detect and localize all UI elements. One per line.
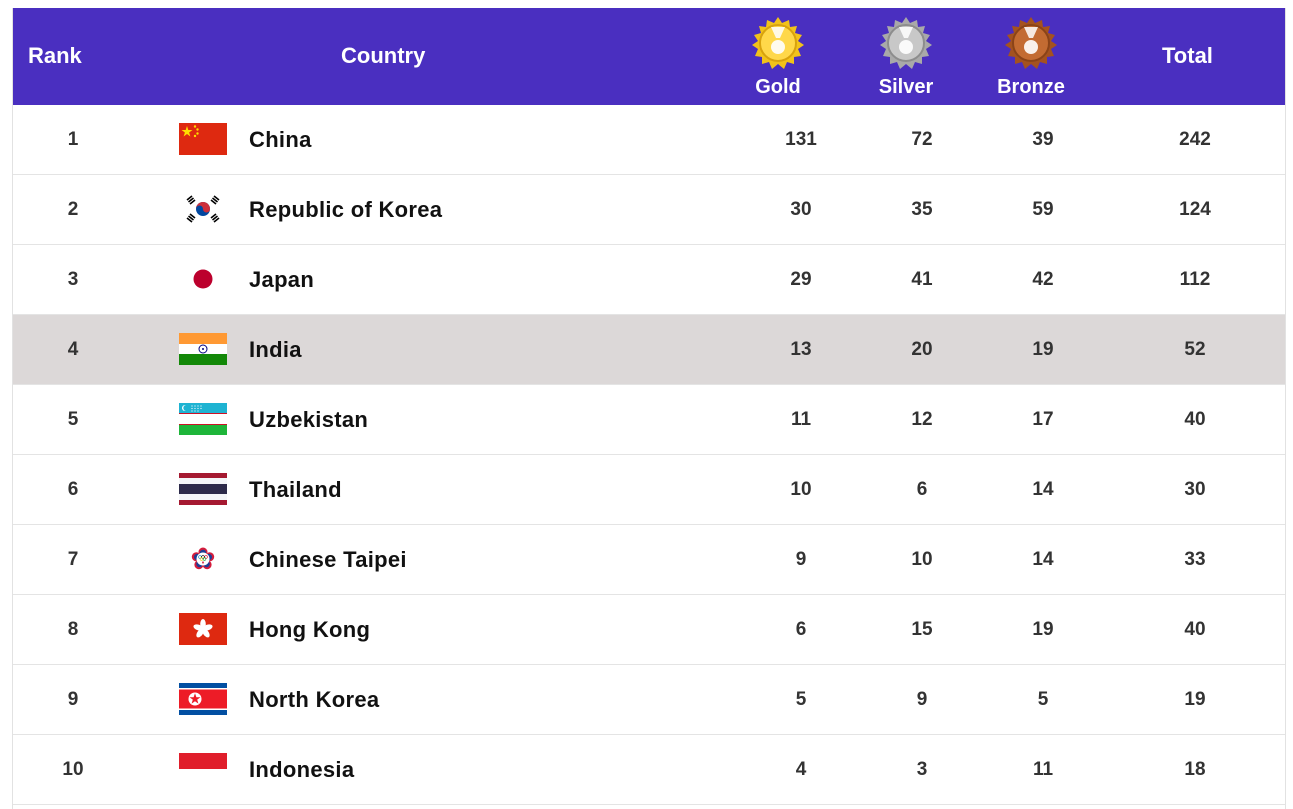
medal-table: Rank Country Gold Silver bbox=[12, 8, 1286, 809]
country-name: Thailand bbox=[249, 477, 342, 502]
bronze-column-header: Bronze bbox=[981, 16, 1081, 99]
north-korea-flag-icon bbox=[179, 683, 227, 715]
bronze-count: 19 bbox=[1032, 619, 1054, 640]
table-row: 10 Indonesia 4 3 11 18 bbox=[13, 735, 1285, 805]
bronze-label: Bronze bbox=[997, 76, 1065, 98]
total-count: 124 bbox=[1179, 199, 1211, 220]
rank-cell: 4 bbox=[67, 339, 79, 360]
table-row: 8 Hong Kong 6 15 19 40 bbox=[13, 595, 1285, 665]
silver-count: 12 bbox=[911, 409, 933, 430]
uzbekistan-flag-icon bbox=[179, 403, 227, 435]
hong-kong-flag-icon bbox=[179, 613, 227, 645]
country-name: Chinese Taipei bbox=[249, 547, 407, 572]
silver-count: 10 bbox=[911, 549, 933, 570]
china-flag-icon bbox=[179, 123, 227, 155]
country-name: Indonesia bbox=[249, 757, 355, 782]
thailand-flag-icon bbox=[179, 473, 227, 505]
gold-column-header: Gold bbox=[728, 16, 828, 99]
gold-count: 9 bbox=[795, 549, 807, 570]
silver-count: 35 bbox=[911, 199, 933, 220]
rank-cell: 1 bbox=[67, 129, 79, 150]
silver-medal-icon bbox=[880, 17, 932, 69]
rank-cell: 2 bbox=[67, 199, 79, 220]
silver-count: 15 bbox=[911, 619, 933, 640]
rank-cell: 8 bbox=[67, 619, 79, 640]
rank-cell: 9 bbox=[67, 689, 79, 710]
total-header: Total bbox=[1162, 43, 1213, 68]
country-name: India bbox=[249, 337, 302, 362]
silver-count: 41 bbox=[911, 269, 933, 290]
silver-count: 9 bbox=[916, 689, 928, 710]
country-name: Uzbekistan bbox=[249, 407, 369, 432]
indonesia-flag-icon bbox=[179, 753, 227, 785]
silver-column-header: Silver bbox=[856, 16, 956, 99]
total-count: 30 bbox=[1184, 479, 1206, 500]
chinese-taipei-flag-icon bbox=[179, 543, 227, 575]
total-count: 33 bbox=[1184, 549, 1206, 570]
table-row: 9 North Korea 5 9 5 19 bbox=[13, 665, 1285, 735]
country-name: Republic of Korea bbox=[249, 197, 443, 222]
total-count: 19 bbox=[1184, 689, 1206, 710]
total-count: 18 bbox=[1184, 759, 1206, 780]
rank-cell: 10 bbox=[62, 759, 84, 780]
table-row: 5 Uzbekistan 11 12 17 40 bbox=[13, 385, 1285, 455]
gold-count: 29 bbox=[790, 269, 812, 290]
gold-count: 131 bbox=[785, 129, 817, 150]
table-row-highlighted: 4 India 13 20 19 52 bbox=[13, 315, 1285, 385]
country-name: Japan bbox=[249, 267, 315, 292]
bronze-count: 39 bbox=[1032, 129, 1054, 150]
country-name: Hong Kong bbox=[249, 617, 371, 642]
total-count: 40 bbox=[1184, 409, 1206, 430]
total-count: 52 bbox=[1184, 339, 1206, 360]
silver-count: 3 bbox=[916, 759, 928, 780]
rank-cell: 6 bbox=[67, 479, 79, 500]
gold-label: Gold bbox=[755, 76, 801, 98]
gold-medal-icon bbox=[752, 17, 804, 69]
bronze-count: 5 bbox=[1037, 689, 1049, 710]
total-count: 40 bbox=[1184, 619, 1206, 640]
gold-count: 4 bbox=[795, 759, 807, 780]
japan-flag-icon bbox=[179, 263, 227, 295]
table-row: 7 Chinese Tai bbox=[13, 525, 1285, 595]
silver-count: 6 bbox=[916, 479, 928, 500]
country-header: Country bbox=[341, 43, 426, 68]
gold-count: 6 bbox=[795, 619, 807, 640]
country-name: China bbox=[249, 127, 312, 152]
bronze-count: 19 bbox=[1032, 339, 1054, 360]
table-row: 1 China 131 72 39 242 bbox=[13, 105, 1285, 175]
bronze-medal-icon bbox=[1005, 17, 1057, 69]
rank-cell: 5 bbox=[67, 409, 79, 430]
rank-header: Rank bbox=[28, 43, 82, 68]
gold-count: 10 bbox=[790, 479, 812, 500]
india-flag-icon bbox=[179, 333, 227, 365]
total-count: 112 bbox=[1179, 269, 1211, 290]
table-row: 6 Thailand 10 6 14 30 bbox=[13, 455, 1285, 525]
rank-cell: 7 bbox=[67, 549, 79, 570]
table-row: 3 Japan 29 41 42 112 bbox=[13, 245, 1285, 315]
rank-cell: 3 bbox=[67, 269, 79, 290]
silver-count: 72 bbox=[911, 129, 933, 150]
silver-count: 20 bbox=[911, 339, 933, 360]
korea-flag-icon bbox=[179, 193, 227, 225]
gold-count: 13 bbox=[790, 339, 812, 360]
gold-count: 11 bbox=[790, 409, 812, 430]
country-name: North Korea bbox=[249, 687, 380, 712]
gold-count: 30 bbox=[790, 199, 812, 220]
bronze-count: 17 bbox=[1032, 409, 1054, 430]
bronze-count: 59 bbox=[1032, 199, 1054, 220]
bronze-count: 14 bbox=[1032, 549, 1054, 570]
gold-count: 5 bbox=[795, 689, 807, 710]
bronze-count: 11 bbox=[1032, 759, 1054, 780]
bronze-count: 42 bbox=[1032, 269, 1054, 290]
total-count: 242 bbox=[1179, 129, 1211, 150]
bronze-count: 14 bbox=[1032, 479, 1054, 500]
table-row: 2 Republic of Korea 30 35 59 124 bbox=[13, 175, 1285, 245]
silver-label: Silver bbox=[878, 76, 934, 98]
table-header: Rank Country Gold Silver bbox=[13, 8, 1285, 105]
